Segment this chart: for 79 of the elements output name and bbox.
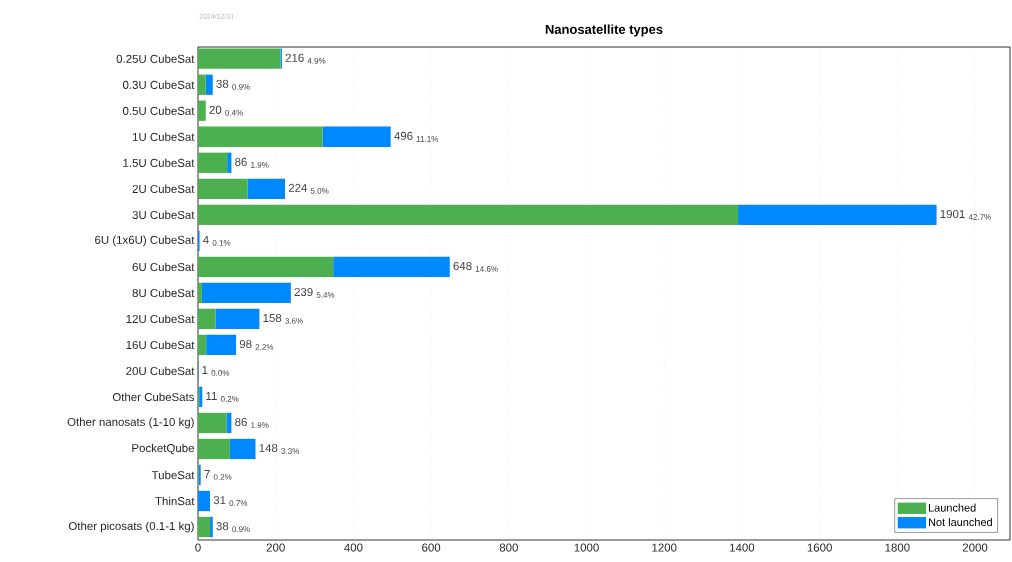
total-label: 86 $_{1.9%}$ — [235, 157, 269, 168]
total-label: 648 $_{14.6%}$ — [453, 261, 498, 272]
total-label: 1901 $_{42.7%}$ — [940, 209, 991, 220]
bar — [198, 152, 228, 173]
y-tick-label: 0.25U CubeSat — [116, 54, 195, 63]
total-label: 239 $_{5.4%}$ — [294, 287, 335, 298]
y-tick-label: Other nanosats (1-10 kg) — [67, 417, 194, 429]
chart-title: Nanosatellite types — [545, 24, 663, 37]
total-label: 11 $_{0.2%}$ — [206, 392, 239, 402]
total-label: 7 $_{0.2%}$ — [204, 470, 232, 480]
total-label: 86 $_{1.9%}$ — [235, 418, 269, 428]
bar — [198, 516, 211, 538]
x-tick-label: 2000 — [962, 543, 988, 552]
y-tick-label: PocketQube — [132, 443, 194, 455]
x-tick-label: 1000 — [574, 543, 599, 552]
y-tick-label: Other picosats (0.1-1 kg) — [68, 521, 194, 533]
x-tick-label: 400 — [344, 543, 363, 552]
bar — [198, 178, 248, 199]
x-tick-label: 0 — [195, 543, 201, 552]
legend-label: Not launched — [928, 518, 992, 527]
y-tick-label: 0.3U CubeSat — [122, 80, 195, 89]
bar — [198, 412, 227, 434]
bar — [198, 308, 216, 330]
y-tick-label: 6U CubeSat — [132, 262, 195, 272]
x-tick-label: 200 — [266, 543, 285, 552]
y-tick-label: ThinSat — [155, 496, 195, 506]
bar — [227, 152, 232, 173]
bar — [322, 126, 391, 147]
legend-label: Launched — [928, 503, 976, 512]
bar — [206, 334, 237, 356]
y-tick-label: 6U (1x6U) CubeSat — [95, 235, 195, 247]
total-label: 38 $_{0.9%}$ — [216, 79, 250, 90]
y-tick-label: 20U CubeSat — [126, 366, 195, 376]
total-label: 98 $_{2.2%}$ — [239, 339, 274, 350]
y-tick-label: TubeSat — [151, 470, 195, 480]
total-label: 1 $_{0.0%}$ — [202, 366, 230, 376]
x-tick-label: 1200 — [652, 543, 677, 552]
bar — [198, 256, 334, 277]
y-tick-label: 12U CubeSat — [126, 314, 195, 324]
bar — [205, 74, 213, 95]
bar — [198, 100, 206, 121]
y-tick-label: 3U CubeSat — [132, 210, 195, 220]
bar — [198, 204, 739, 225]
y-tick-label: 0.5U CubeSat — [122, 106, 195, 115]
bar — [198, 126, 323, 147]
x-tick-label: 600 — [422, 543, 441, 552]
total-label: 31 $_{0.7%}$ — [213, 496, 248, 506]
bar — [198, 48, 281, 69]
y-tick-label: 1U CubeSat — [132, 132, 195, 141]
total-label: 20 $_{0.4%}$ — [209, 105, 243, 116]
bar — [198, 438, 230, 460]
y-tick-label: 8U CubeSat — [132, 288, 195, 298]
total-label: 496 $_{11.1%}$ — [394, 131, 439, 142]
bar — [198, 490, 211, 512]
bar — [198, 282, 202, 303]
bar — [210, 516, 213, 538]
x-tick-label: 1800 — [885, 543, 910, 552]
bar — [738, 204, 937, 225]
total-label: 216 $_{4.9%}$ — [285, 53, 326, 64]
bar — [198, 74, 206, 95]
bar — [215, 308, 260, 330]
bar — [198, 334, 207, 356]
y-tick-label: 16U CubeSat — [126, 340, 195, 350]
bar — [201, 282, 291, 303]
y-tick-label: Other CubeSats — [112, 392, 195, 402]
total-label: 148 $_{3.3%}$ — [259, 444, 299, 454]
x-tick-label: 1600 — [807, 543, 832, 552]
x-tick-label: 1400 — [730, 543, 755, 552]
bar — [229, 438, 256, 460]
total-label: 158 $_{3.6%}$ — [263, 313, 303, 324]
total-label: 38 $_{0.9%}$ — [216, 522, 250, 532]
y-tick-label: 1.5U CubeSat — [123, 158, 195, 167]
total-label: 224 $_{5.0%}$ — [288, 183, 329, 194]
y-tick-label: 2U CubeSat — [132, 184, 195, 193]
bar — [247, 178, 286, 199]
bar — [226, 412, 232, 434]
bar — [333, 256, 450, 277]
x-tick-label: 800 — [499, 543, 518, 552]
total-label: 4 $_{0.1%}$ — [203, 235, 231, 246]
